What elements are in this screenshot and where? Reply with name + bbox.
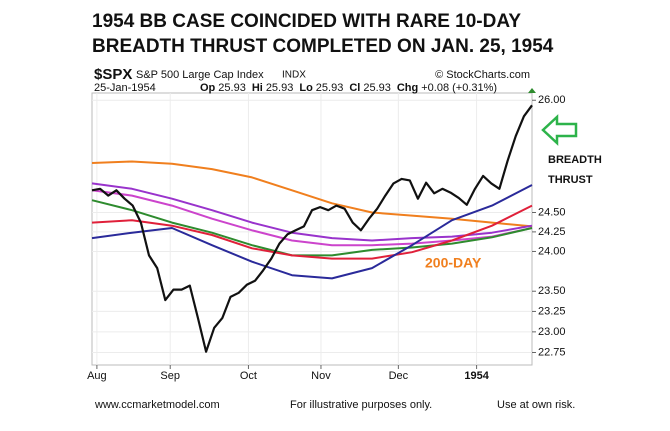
y-tick-label: 23.25 [538,305,566,317]
x-tick-label: Oct [240,370,257,382]
quote-value: 25.93 [218,82,246,94]
arrow [541,114,578,146]
quote: Op 25.93 Hi 25.93 Lo 25.93 Cl 25.93 Chg +0.08 (+0… [200,82,497,94]
quote-value: +0.08 (+0.31%) [421,82,497,94]
x-tick-label: 1954 [464,370,489,382]
quote-label: Op [200,82,216,94]
annotation: 200-DAY [425,255,482,271]
quote-label: Chg [397,82,418,94]
quote-value: 25.93 [316,82,344,94]
y-tick-label: 23.00 [538,326,566,338]
index-type: INDX [282,70,306,81]
series-line [91,104,533,353]
y-tick-label: 24.50 [538,206,566,218]
index-name: S&P 500 Large Cap Index [136,69,264,81]
quote-value: 25.93 [363,82,391,94]
series-line [91,182,533,242]
quote-label: Lo [299,82,313,94]
chart-title: 1954 BB CASE COINCIDED WITH RARE 10-DAY [92,11,521,32]
series-line [91,184,533,280]
y-tick-label: 23.50 [538,285,566,297]
x-tick-label: Aug [87,370,107,382]
series-line [91,160,533,228]
annotation: THRUST [548,174,593,186]
quote-value: 25.93 [266,82,294,94]
x-tick-label: Nov [311,370,331,382]
symbol: $SPX [94,66,132,83]
y-tick-label: 22.75 [538,346,566,358]
x-tick-label: Dec [389,370,409,382]
series-line [91,189,533,247]
source: © StockCharts.com [435,69,530,81]
x-tick-label: Sep [160,370,180,382]
y-tick-label: 24.25 [538,226,566,238]
footer: Use at own risk. [497,399,575,411]
quote-label: Cl [349,82,360,94]
annotation: BREADTH [548,154,602,166]
up-marker [528,88,536,93]
footer: For illustrative purposes only. [290,399,432,411]
quote-label: Hi [252,82,263,94]
series-line [91,204,533,260]
date: 25-Jan-1954 [94,82,156,94]
chart-title: BREADTH THRUST COMPLETED ON JAN. 25, 195… [92,36,554,57]
footer: www.ccmarketmodel.com [94,399,220,411]
y-tick-label: 26.00 [538,94,566,106]
y-tick-label: 24.00 [538,245,566,257]
series-line [91,199,533,257]
